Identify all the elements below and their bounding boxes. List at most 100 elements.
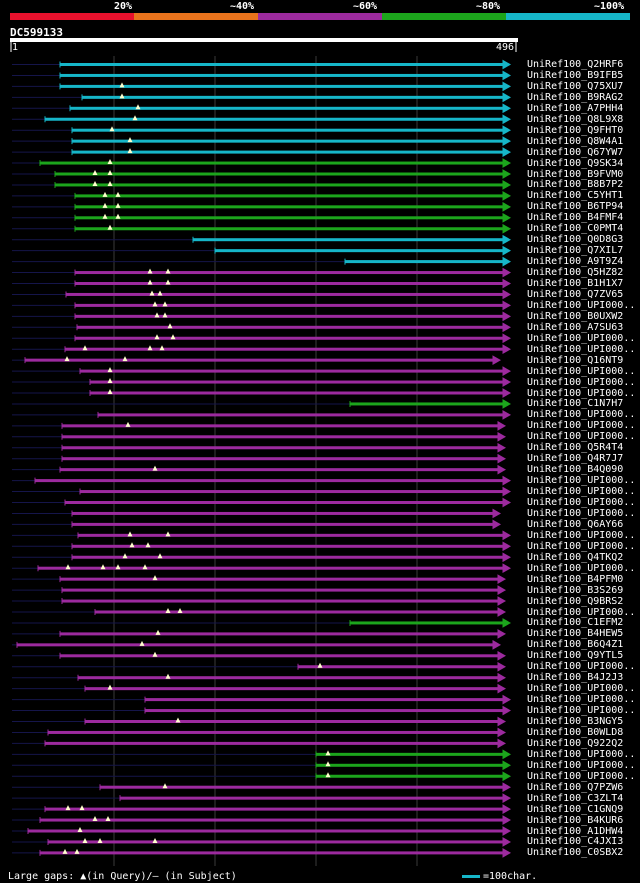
hit-label[interactable]: UniRef100_C4JXI3 [527,836,624,848]
hit-label[interactable]: UniRef100_UPI000.. [527,683,636,695]
hit-label[interactable]: UniRef100_B4PFM0 [527,573,624,585]
hit-label[interactable]: UniRef100_C1N7H7 [527,398,624,410]
hit-label[interactable]: UniRef100_B0WLD8 [527,726,624,738]
query-gap-marker [65,564,71,570]
hit-label[interactable]: UniRef100_A7PHH4 [527,102,624,114]
hit-label[interactable]: UniRef100_UPI000.. [527,365,636,377]
hit-label[interactable]: UniRef100_UPI000.. [527,343,636,355]
hit-label[interactable]: UniRef100_Q2HRF6 [527,59,624,70]
hit-label[interactable]: UniRef100_Q8L9X8 [527,113,624,125]
hit-label[interactable]: UniRef100_UPI000.. [527,475,636,487]
hit-label[interactable]: UniRef100_B9IFB5 [527,69,624,81]
hit-label[interactable]: UniRef100_Q9YTL5 [527,650,624,662]
hit-bar [62,457,499,461]
hit-label[interactable]: UniRef100_Q5HZ82 [527,267,624,279]
hit-label[interactable]: UniRef100_UPI000.. [527,332,636,344]
hit-label[interactable]: UniRef100_B0UXW2 [527,310,624,322]
hit-label[interactable]: UniRef100_UPI000.. [527,770,636,782]
hit-bar [85,720,499,723]
hit-arrow [502,278,512,289]
query-gap-marker [100,564,106,570]
hit-label[interactable]: UniRef100_B8B7P2 [527,179,624,191]
hit-label[interactable]: UniRef100_UPI000.. [527,299,636,311]
hit-label[interactable]: UniRef100_UPI000.. [527,420,636,432]
hit-bar [298,665,499,669]
hit-label[interactable]: UniRef100_UPI000.. [527,387,636,399]
hit-label[interactable]: UniRef100_Q67YW7 [527,146,624,158]
hit-label[interactable]: UniRef100_Q9FHT0 [527,124,624,136]
hit-label[interactable]: UniRef100_B4Q090 [527,464,624,476]
hit-bar [193,238,504,242]
hit-label[interactable]: UniRef100_UPI000.. [527,507,636,519]
hit-label[interactable]: UniRef100_Q4R7J7 [527,453,624,465]
hit-label[interactable]: UniRef100_Q7PZW6 [527,781,624,793]
hit-label[interactable]: UniRef100_UPI000.. [527,661,636,673]
hit-bar [70,106,504,110]
hit-label[interactable]: UniRef100_Q6AY66 [527,518,624,530]
hit-label[interactable]: UniRef100_Q7ZV65 [527,288,624,300]
hit-label[interactable]: UniRef100_B6Q4Z1 [527,639,624,651]
hit-arrow [502,475,512,486]
hit-label[interactable]: UniRef100_A1DHW4 [527,825,624,837]
hit-label[interactable]: UniRef100_UPI000.. [527,376,636,388]
hit-label[interactable]: UniRef100_C0PMT4 [527,223,624,235]
hit-label[interactable]: UniRef100_Q16NT9 [527,354,624,366]
hit-label[interactable]: UniRef100_Q0D8G3 [527,234,624,246]
hit-label[interactable]: UniRef100_UPI000.. [527,694,636,706]
hit-label[interactable]: UniRef100_UPI000.. [527,431,636,443]
hit-arrow [502,826,512,836]
hit-bar [75,282,504,285]
hit-label[interactable]: UniRef100_B9RAG2 [527,91,624,103]
hit-label[interactable]: UniRef100_Q922Q2 [527,737,624,749]
hit-label[interactable]: UniRef100_C0SBX2 [527,847,624,859]
hit-label[interactable]: UniRef100_UPI000.. [527,705,636,717]
hit-label[interactable]: UniRef100_UPI000.. [527,748,636,760]
query-gap-marker [115,202,121,208]
hit-arrow [502,530,512,541]
hit-label[interactable]: UniRef100_UPI000.. [527,486,636,498]
hit-label[interactable]: UniRef100_UPI000.. [527,562,636,574]
hit-label[interactable]: UniRef100_UPI000.. [527,606,636,618]
query-gap-marker [102,213,108,219]
hit-label[interactable]: UniRef100_Q75XU7 [527,80,624,92]
hit-label[interactable]: UniRef100_Q8W4A1 [527,135,624,147]
hit-label[interactable]: UniRef100_B1H1X7 [527,278,624,289]
query-gap-marker [129,542,135,548]
hit-label[interactable]: UniRef100_UPI000.. [527,409,636,421]
hit-label[interactable]: UniRef100_UPI000.. [527,540,636,552]
hit-bar [145,698,504,702]
hit-label[interactable]: UniRef100_B3NGY5 [527,716,624,727]
hit-label[interactable]: UniRef100_UPI000.. [527,759,636,771]
query-gap-marker [165,279,171,285]
hit-label[interactable]: UniRef100_B4FMF4 [527,212,624,224]
hit-label[interactable]: UniRef100_B4HEW5 [527,628,624,640]
hit-arrow [502,147,512,157]
hit-label[interactable]: UniRef100_A7SU63 [527,321,624,333]
hit-label[interactable]: UniRef100_Q5R4T4 [527,442,624,454]
hit-arrow [502,201,512,212]
hit-label[interactable]: UniRef100_Q9SK34 [527,157,624,169]
hit-label[interactable]: UniRef100_C3ZLT4 [527,792,624,804]
hit-arrow [502,486,512,497]
hit-label[interactable]: UniRef100_B9FVM0 [527,168,624,180]
hit-arrow [502,158,512,168]
hit-label[interactable]: UniRef100_B3S269 [527,584,624,596]
query-end: 496 [496,42,515,53]
hit-label[interactable]: UniRef100_B6TP94 [527,201,624,213]
hit-label[interactable]: UniRef100_UPI000.. [527,529,636,541]
query-gap-marker [74,848,80,854]
hit-label[interactable]: UniRef100_C5YHT1 [527,190,624,202]
hit-label[interactable]: UniRef100_C1GNQ9 [527,803,624,815]
hit-label[interactable]: UniRef100_B4KUR6 [527,814,624,826]
hit-label[interactable]: UniRef100_A9T9Z4 [527,256,624,268]
hit-label[interactable]: UniRef100_B4J2J3 [527,672,624,684]
hit-label[interactable]: UniRef100_Q7XIL7 [527,245,624,257]
query-start: 1 [12,42,19,53]
hit-label[interactable]: UniRef100_UPI000.. [527,497,636,508]
hit-label[interactable]: UniRef100_Q9BRS2 [527,595,624,607]
hit-label[interactable]: UniRef100_Q4TKQ2 [527,551,624,563]
hit-label[interactable]: UniRef100_C1EFM2 [527,617,624,629]
query-gap-marker [107,224,113,230]
query-gap-marker [325,761,331,767]
hit-bar [316,763,504,767]
